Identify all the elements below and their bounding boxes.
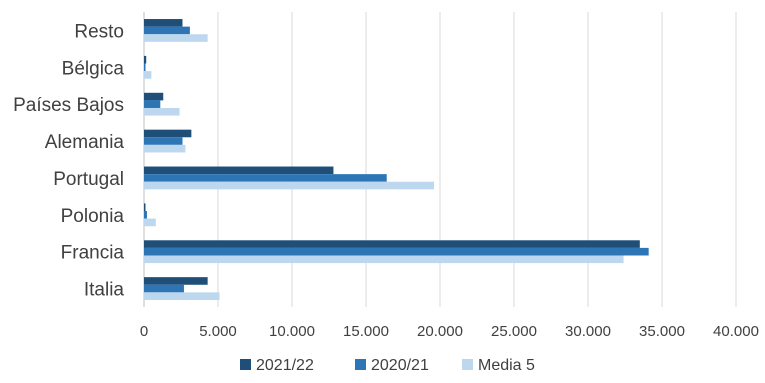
x-tick-label: 20.000: [417, 323, 463, 340]
category-labels: Resto Bélgica Países Bajos Alemania Portugal…: [13, 21, 124, 300]
bar-2021-22: [144, 166, 334, 175]
x-tick-label: 10.000: [269, 323, 315, 340]
legend: 2021/22 2020/21 Media 5: [240, 357, 535, 374]
category-label: Alemania: [45, 132, 125, 153]
x-tick-labels: 0 5.000 10.000 15.000 20.000 25.000 30.000 35.0…: [140, 323, 759, 340]
bar-2021-22: [144, 55, 147, 64]
x-tick-label: 5.000: [199, 323, 237, 340]
bar-2021-22: [144, 19, 183, 27]
bar-2020-21: [144, 26, 190, 35]
bar-2020-21: [144, 137, 183, 145]
category-label: Países Bajos: [13, 95, 124, 116]
bar-media-5: [144, 292, 220, 300]
legend-label: 2020/21: [371, 357, 429, 374]
bar-2021-22: [144, 240, 640, 248]
gridlines: [143, 12, 737, 307]
bar-2020-21: [144, 284, 184, 293]
bar-2020-21: [144, 100, 161, 108]
bars: [144, 19, 649, 300]
legend-label: 2021/22: [256, 357, 314, 374]
category-label: Portugal: [53, 169, 124, 190]
bar-2021-22: [144, 277, 208, 285]
bar-2020-21: [144, 247, 649, 256]
category-label: Francia: [61, 243, 125, 264]
legend-swatch: [462, 359, 473, 370]
bar-media-5: [144, 71, 152, 79]
bar-media-5: [144, 144, 186, 153]
x-tick-label: 30.000: [565, 323, 611, 340]
bar-media-5: [144, 107, 180, 116]
legend-swatch: [240, 359, 251, 370]
x-tick-label: 0: [140, 323, 148, 340]
bar-2020-21: [144, 211, 147, 219]
bar-media-5: [144, 255, 624, 264]
bar-2021-22: [144, 92, 164, 101]
category-label: Bélgica: [62, 58, 125, 79]
bar-2020-21: [144, 174, 387, 182]
x-tick-label: 35.000: [639, 323, 685, 340]
x-tick-label: 40.000: [713, 323, 759, 340]
category-label: Polonia: [61, 206, 125, 227]
bar-2021-22: [144, 129, 192, 138]
legend-label: Media 5: [478, 357, 535, 374]
bar-media-5: [144, 181, 435, 190]
bar-2020-21: [144, 63, 146, 72]
category-label: Resto: [74, 21, 124, 42]
bar-2021-22: [144, 203, 146, 212]
category-label: Italia: [84, 280, 125, 301]
bar-media-5: [144, 218, 156, 227]
x-tick-label: 15.000: [343, 323, 389, 340]
x-tick-label: 25.000: [491, 323, 537, 340]
bar-media-5: [144, 34, 208, 42]
legend-swatch: [355, 359, 366, 370]
